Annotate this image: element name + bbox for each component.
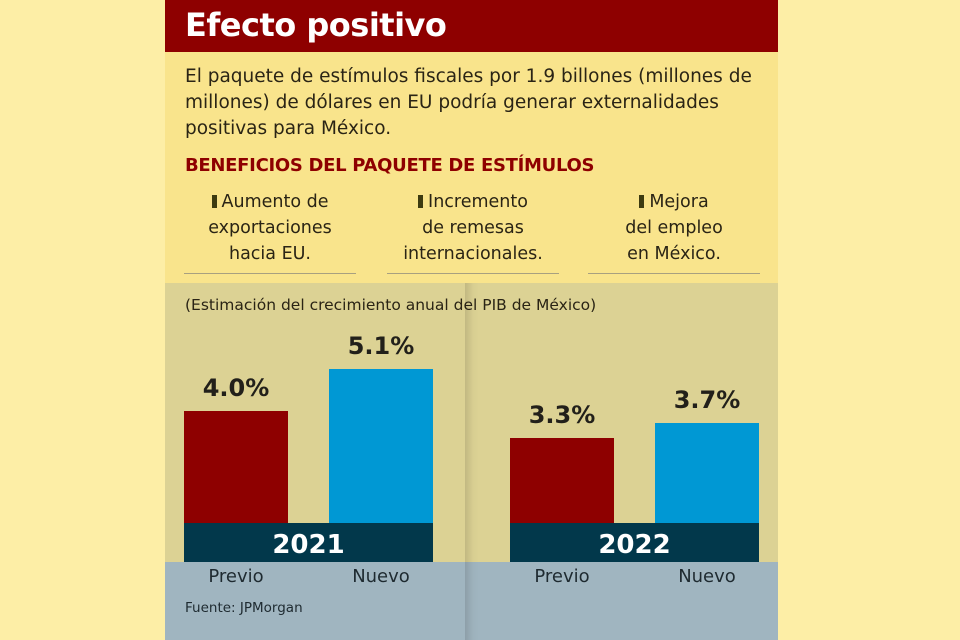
title: Efecto positivo (185, 6, 447, 44)
bar-2021-previo (184, 411, 288, 523)
benefit-line: en México. (627, 244, 721, 264)
category-label: Previo (208, 566, 264, 587)
benefit-line: exportaciones (208, 218, 332, 238)
category-label: Previo (534, 566, 590, 587)
data-label: 3.7% (673, 385, 741, 414)
intro-section: El paquete de estímulos fiscales por 1.9… (165, 52, 778, 283)
benefit-item: Aumento de exportaciones hacia EU. (184, 189, 356, 274)
data-label: 5.1% (347, 332, 415, 361)
benefit-line: Mejora (649, 192, 709, 212)
benefit-line: Aumento de (221, 192, 329, 212)
category-label: Nuevo (678, 566, 736, 587)
year-label: 2021 (184, 523, 433, 562)
bullet-icon (211, 195, 217, 208)
benefits-heading: BENEFICIOS DEL PAQUETE DE ESTÍMULOS (185, 155, 595, 176)
category-band (165, 562, 778, 640)
title-bar: Efecto positivo (165, 0, 778, 52)
bullet-icon (639, 195, 645, 208)
category-label: Nuevo (352, 566, 410, 587)
benefit-line: Incremento (428, 192, 528, 212)
bar-2022-previo (510, 437, 614, 523)
bullet-icon (418, 195, 424, 208)
panel-divider (465, 283, 479, 640)
benefit-item: Incremento de remesas internacionales. (387, 189, 559, 274)
description: El paquete de estímulos fiscales por 1.9… (185, 66, 752, 139)
data-label: 4.0% (202, 374, 270, 403)
bar-2021-nuevo (329, 369, 433, 523)
infographic-panel: Efecto positivo El paquete de estímulos … (165, 0, 778, 640)
benefit-line: hacia EU. (228, 244, 311, 264)
bar-2022-nuevo (655, 422, 759, 523)
chart-subtitle: (Estimación del crecimiento anual del PI… (185, 296, 597, 314)
benefit-item: Mejora del empleo en México. (588, 189, 760, 274)
year-label: 2022 (510, 523, 759, 562)
benefit-line: del empleo (625, 218, 723, 238)
source-note: Fuente: JPMorgan (185, 600, 303, 616)
data-label: 3.3% (528, 400, 596, 429)
benefit-line: internacionales. (403, 244, 543, 264)
benefit-line: de remesas (422, 218, 524, 238)
